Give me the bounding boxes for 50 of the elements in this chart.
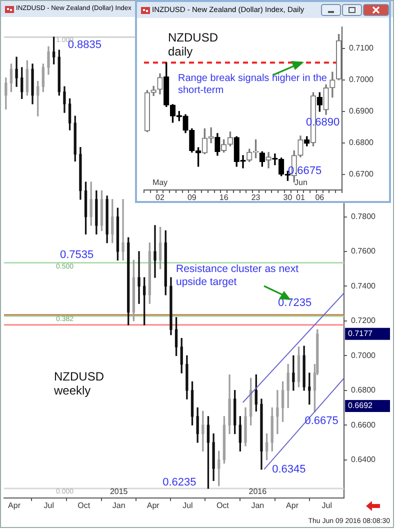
annotation: Range break signals higher in the short-term [178,72,328,96]
x-tick-label: 23 [251,193,261,202]
y-tick-label: 0.6800 [349,138,374,148]
annotation: 0.6345 [272,463,306,476]
y-tick-label: 0.6600 [351,420,376,430]
y-tick-label: 0.7400 [351,281,376,290]
candlestick [266,152,272,168]
annotation: 0.7235 [278,296,312,309]
y-tick-label: 0.7800 [351,212,376,221]
x-tick-label: Jan [112,501,126,510]
candlestick [154,225,156,278]
x-tick-label: Jul [182,501,194,510]
text: 0.6692 [348,401,374,410]
y-tick-label: 0.6700 [349,169,374,178]
annotation: 2016 [248,487,268,496]
x-tick-label: Jul [322,501,332,510]
annotation: Jun [294,178,308,188]
candlestick [276,390,279,434]
x-tick-label: 16 [219,193,229,202]
ref-line-label: 0.7177 [348,329,374,338]
y-tick-label: 0.7000 [349,75,374,84]
y-tick-label: 0.6900 [349,106,374,116]
annotation: 2015 [110,487,128,496]
x-tick-label: Apr [146,501,160,510]
x-tick-label: Oct [78,501,91,510]
annotation: NZDUSD daily [168,30,218,58]
y-tick-label: 0.6800 [351,386,376,395]
x-tick-label: Jan [251,501,264,510]
annotation: Resistance cluster as next upside target [176,262,299,288]
annotation: 0.7535 [60,248,94,261]
candlestick [138,251,140,304]
x-tick-label: Apr [286,501,299,510]
y-tick-label: 0.7000 [351,350,376,360]
x-tick-label: 06 [315,193,325,202]
x-tick-label: Oct [216,501,230,510]
annotation: 0.6675 [304,415,338,428]
y-tick-label: 0.7600 [351,246,376,256]
x-tick-label: 01 [296,193,306,202]
x-tick-label: 09 [187,193,197,202]
y-tick-label: 0.6400 [351,455,376,464]
candlestick [122,199,124,260]
x-tick-label: 02 [156,193,165,202]
x-tick-label: Apr [8,501,21,510]
x-tick-label: Jul [44,501,54,510]
annotation: 0.6235 [162,476,196,488]
y-tick-label: 0.7100 [349,44,374,53]
y-tick-label: 0.7200 [351,316,376,326]
x-tick-label: 30 [283,193,293,202]
annotation: May [152,178,168,188]
annotation: NZDUSD weekly [53,369,104,398]
